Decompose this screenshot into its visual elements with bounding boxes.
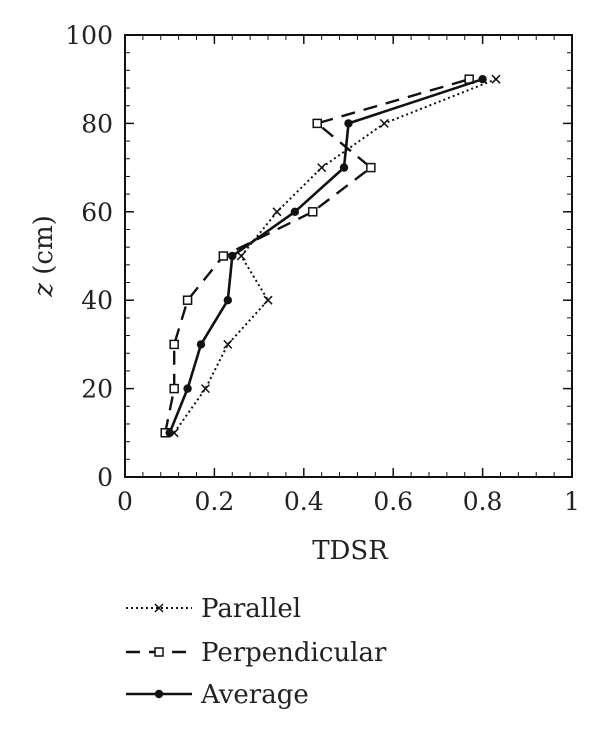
data-point-perpendicular-marker [218,251,229,261]
legend-item-perpendicular: Perpendicular [126,638,387,668]
plot-area [160,74,501,438]
data-point-perpendicular-marker [312,118,322,129]
data-point-average-marker [228,251,237,261]
y-tick-label: 40 [81,286,113,315]
data-point-perpendicular-marker [182,295,193,305]
x-tick-label: 0.8 [463,487,503,516]
y-tick-label: 0 [97,463,113,492]
data-point-average-marker [290,207,300,216]
y-axis-label-variable: z [29,283,59,298]
series-line-perpendicular [164,78,470,434]
legend-parallel-marker [154,603,164,613]
y-tick-label: 20 [81,375,113,404]
data-point-perpendicular-marker [307,207,318,217]
y-tick-label: 80 [81,109,113,138]
axes: 0 0.2 0.4 0.6 0.8 1 0 20 40 60 80 100 [65,21,580,516]
legend-perpendicular-marker [154,647,164,657]
x-tick-label: 0.6 [373,487,413,516]
legend-label-perpendicular: Perpendicular [201,638,387,668]
legend-label-parallel: Parallel [201,594,301,624]
data-point-average-marker [344,119,353,128]
y-axis-label: z (cm) [29,215,59,297]
x-axis-label: TDSR [312,536,389,566]
series-perpendicular [160,74,474,438]
data-point-parallel-marker [236,251,246,261]
data-point-average-marker [196,340,206,349]
legend-label-average: Average [200,680,309,710]
y-tick-label: 60 [81,198,113,227]
data-point-parallel-marker [317,163,327,173]
x-tick-label: 0.2 [195,487,235,516]
legend-item-parallel: Parallel [126,594,301,624]
data-point-average-marker [165,428,174,437]
x-tick-label: 0.4 [284,487,324,516]
data-point-parallel-marker [223,339,233,349]
data-point-average-marker [183,384,192,393]
legend-average-marker [154,689,164,699]
legend-item-average: Average [126,680,309,710]
y-axis-label-unit: (cm) [29,215,59,283]
data-point-average-marker [339,163,349,172]
data-point-parallel-marker [263,295,273,305]
axis-ticks [124,34,573,478]
data-point-parallel-marker [200,384,210,394]
data-point-average-marker [478,75,487,84]
data-point-parallel-marker [272,207,282,217]
data-point-average-marker [223,296,233,305]
data-point-parallel-marker [379,118,389,128]
series-average [165,75,487,437]
data-point-perpendicular-marker [366,162,376,173]
data-point-perpendicular-marker [169,383,179,394]
series-parallel [169,74,501,438]
x-tick-label: 0 [117,487,133,516]
y-tick-label: 100 [65,21,113,50]
axis-tick-labels: 0 0.2 0.4 0.6 0.8 1 0 20 40 60 80 100 [65,21,580,516]
x-tick-label: 1 [564,487,580,516]
legend: Parallel Perpendicular Average [126,594,387,710]
plot-frame [124,34,573,478]
data-point-parallel-marker [491,74,501,84]
data-point-perpendicular-marker [169,339,179,350]
